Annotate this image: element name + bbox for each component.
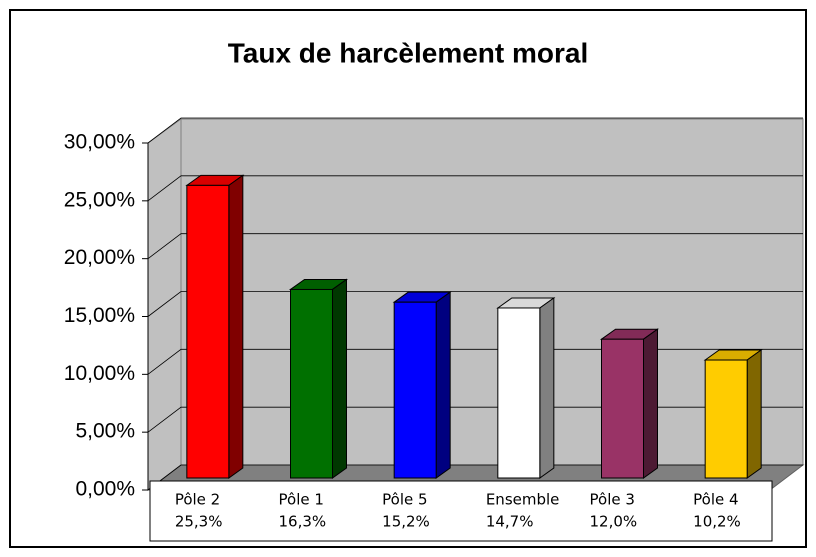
bar-side: [746, 349, 762, 479]
bar-side: [643, 328, 658, 479]
category-table: [149, 480, 773, 542]
bar-side: [332, 278, 347, 479]
bar: [497, 307, 541, 479]
x-tick-label: Pôle 1: [279, 491, 324, 509]
y-tick-label: 0,00%: [75, 478, 135, 501]
grid-line: [147, 406, 803, 433]
chart-title: Taux de harcèlement moral: [228, 37, 589, 68]
y-tick-label: 25,00%: [64, 188, 135, 211]
grid-line: [147, 291, 803, 317]
bar: [186, 184, 230, 479]
y-tick-label: 30,00%: [64, 131, 135, 154]
bar: [704, 359, 748, 479]
bar: [393, 301, 437, 479]
data-label: 14,7%: [486, 513, 534, 531]
x-tick-label: Ensemble: [486, 491, 560, 509]
bar-side: [228, 174, 244, 479]
data-label: 15,2%: [382, 513, 430, 531]
bar-side: [435, 291, 451, 479]
data-label: 16,3%: [279, 513, 327, 531]
x-tick-label: Pôle 4: [693, 491, 738, 509]
grid-line: [147, 175, 803, 202]
x-tick-label: Pôle 3: [590, 491, 635, 509]
grid-line: [147, 117, 803, 144]
y-tick-label: 15,00%: [64, 304, 135, 327]
grid-line: [147, 233, 803, 259]
data-label: 25,3%: [175, 513, 223, 531]
data-label: 10,2%: [693, 513, 741, 531]
data-label: 12,0%: [590, 513, 638, 531]
y-tick-label: 20,00%: [64, 246, 135, 269]
y-tick-label: 10,00%: [64, 362, 135, 385]
x-tick-label: Pôle 2: [175, 491, 220, 509]
x-tick-label: Pôle 5: [382, 491, 427, 509]
bar: [601, 338, 644, 479]
y-tick-label: 5,00%: [75, 420, 135, 443]
grid-line: [147, 348, 803, 375]
bar: [290, 288, 333, 479]
bar-side: [539, 296, 555, 479]
